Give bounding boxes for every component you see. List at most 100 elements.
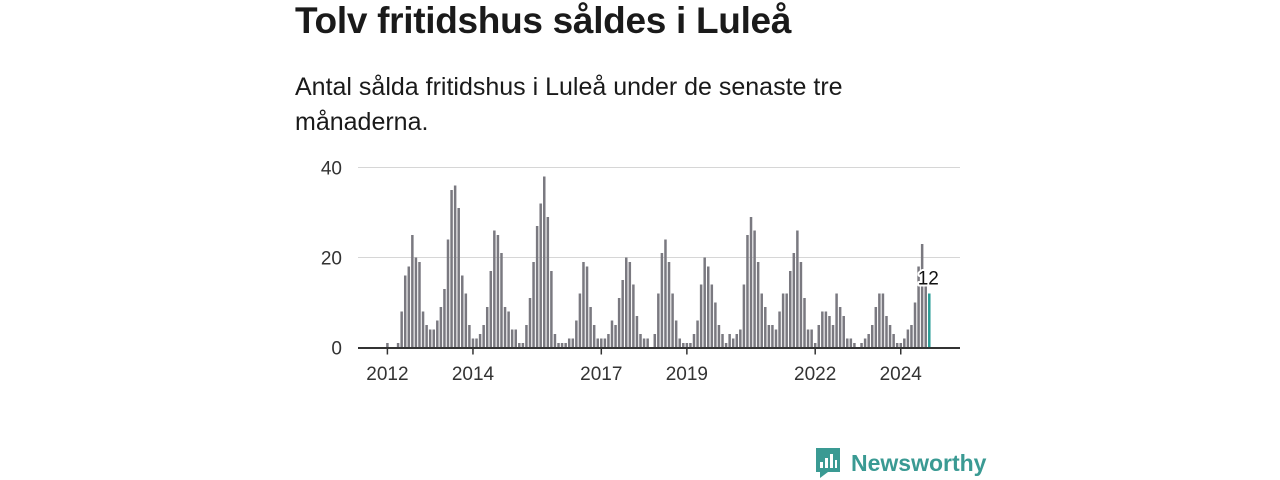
bar <box>885 316 888 348</box>
bar <box>682 343 685 348</box>
x-tick-label: 2014 <box>452 364 495 385</box>
bar <box>799 262 803 348</box>
bar <box>899 343 903 348</box>
bar <box>461 275 464 348</box>
bar <box>446 239 450 348</box>
x-tick-label: 2012 <box>366 364 408 385</box>
bar <box>849 338 853 348</box>
bar <box>639 334 642 348</box>
bar <box>528 298 532 348</box>
bar <box>557 343 560 348</box>
bar <box>881 293 885 348</box>
bar <box>464 293 468 348</box>
bar <box>664 239 667 348</box>
bar <box>617 298 621 348</box>
latest-value-label: 12 <box>918 269 939 290</box>
bar <box>607 334 610 348</box>
bar <box>407 266 411 348</box>
bar <box>478 334 482 348</box>
bar <box>510 329 514 348</box>
bar <box>888 325 892 348</box>
bar <box>403 275 407 348</box>
bar <box>635 316 639 348</box>
bar <box>788 271 792 348</box>
bar <box>878 293 881 348</box>
bar <box>707 266 710 348</box>
brand-name: Newsworthy <box>851 449 987 476</box>
bar <box>778 311 781 348</box>
bar <box>724 343 728 348</box>
bar <box>838 307 842 348</box>
bar <box>457 208 460 348</box>
bar <box>892 334 895 348</box>
bar <box>500 253 503 348</box>
bar <box>425 325 428 348</box>
bar <box>753 230 756 348</box>
bar <box>867 334 870 348</box>
bar <box>689 343 692 348</box>
bar <box>439 307 443 348</box>
x-tick-label: 2019 <box>666 364 708 385</box>
bar <box>603 338 607 348</box>
bar <box>796 230 799 348</box>
bar <box>475 338 478 348</box>
bar <box>396 343 400 348</box>
bar <box>846 338 849 348</box>
bar <box>507 311 510 348</box>
bar <box>767 325 771 348</box>
bar <box>696 320 699 348</box>
bar <box>721 334 724 348</box>
bar <box>543 176 546 348</box>
bar <box>910 325 913 348</box>
bar <box>828 316 831 348</box>
chart-subtitle: Antal sålda fritidshus i Luleå under de … <box>295 73 843 136</box>
bar <box>895 343 899 348</box>
bar <box>546 217 550 348</box>
bar <box>781 293 785 348</box>
bar <box>760 293 763 348</box>
bar <box>660 253 664 348</box>
bar <box>917 266 920 348</box>
bar <box>821 311 824 348</box>
bar <box>518 343 521 348</box>
bar <box>386 343 389 348</box>
bar <box>756 262 760 348</box>
bar <box>792 253 796 348</box>
bar <box>710 284 714 348</box>
bar <box>810 329 813 348</box>
bar <box>567 338 571 348</box>
bar <box>496 235 500 348</box>
bar <box>735 334 739 348</box>
x-tick-label: 2017 <box>580 364 622 385</box>
bar <box>578 293 582 348</box>
bar <box>436 320 439 348</box>
bar <box>560 343 564 348</box>
bar <box>671 293 674 348</box>
bar <box>653 334 657 348</box>
bar <box>521 343 525 348</box>
bar <box>870 325 874 348</box>
bar <box>414 257 418 348</box>
bar <box>489 271 493 348</box>
bar <box>550 271 553 348</box>
bar <box>903 338 906 348</box>
bar <box>468 325 471 348</box>
bar <box>657 293 660 348</box>
bar <box>471 338 475 348</box>
bar <box>443 289 446 348</box>
bar <box>731 338 735 348</box>
newsworthy-logo-icon <box>816 448 840 478</box>
bar <box>400 311 403 348</box>
bar <box>678 338 681 348</box>
bar <box>485 307 489 348</box>
bar <box>571 338 575 348</box>
bar <box>717 325 721 348</box>
y-tick-label: 20 <box>321 249 342 270</box>
bar <box>749 217 753 348</box>
bar <box>600 338 603 348</box>
bar <box>493 230 496 348</box>
bar <box>853 343 856 348</box>
bar <box>453 185 457 348</box>
bar <box>863 338 867 348</box>
bar <box>685 343 689 348</box>
